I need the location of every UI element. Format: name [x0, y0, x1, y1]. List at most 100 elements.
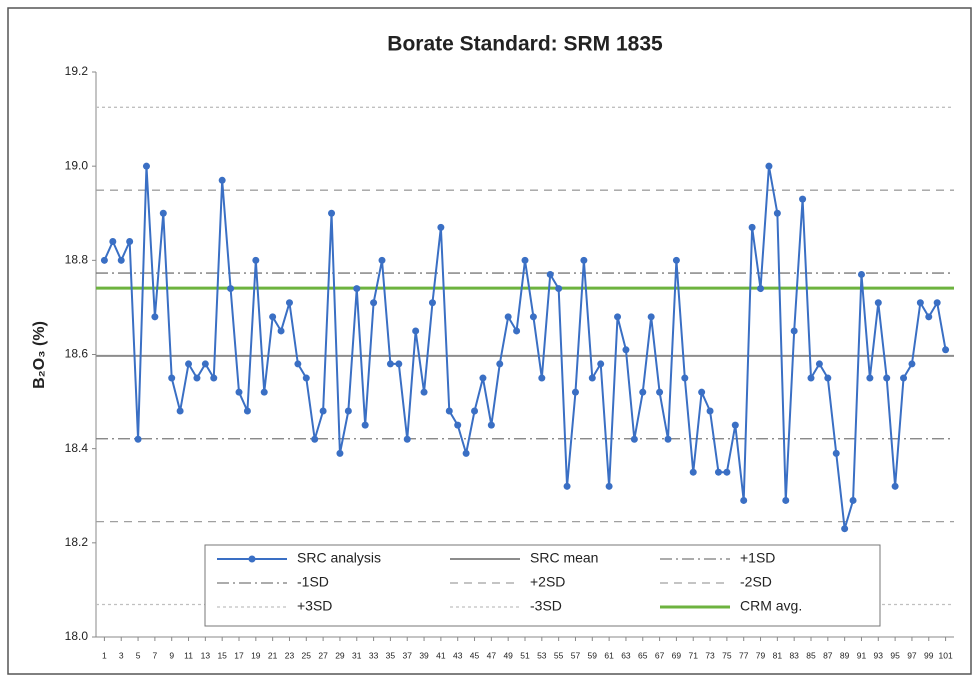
data-point	[252, 256, 260, 264]
x-tick-label: 5	[136, 650, 141, 660]
data-point	[832, 449, 840, 457]
x-tick-label: 77	[739, 650, 749, 660]
x-tick-label: 45	[470, 650, 480, 660]
data-point	[142, 162, 150, 170]
data-point	[294, 360, 302, 368]
data-point	[555, 285, 563, 293]
x-tick-label: 75	[722, 650, 732, 660]
x-tick-label: 7	[153, 650, 158, 660]
data-point	[698, 388, 706, 396]
x-tick-label: 97	[907, 650, 917, 660]
x-tick-label: 65	[638, 650, 648, 660]
data-point	[328, 209, 336, 217]
x-tick-label: 29	[335, 650, 345, 660]
x-tick-label: 61	[604, 650, 614, 660]
data-point	[740, 496, 748, 504]
x-tick-label: 55	[554, 650, 564, 660]
data-point	[815, 360, 823, 368]
data-point	[311, 435, 319, 443]
x-tick-label: 49	[503, 650, 513, 660]
data-point	[302, 374, 310, 382]
data-point	[235, 388, 243, 396]
x-tick-label: 57	[571, 650, 581, 660]
data-point	[563, 482, 571, 490]
legend-label: -3SD	[530, 598, 562, 614]
data-point	[874, 299, 882, 307]
data-point	[471, 407, 479, 415]
x-tick-label: 11	[184, 650, 193, 660]
data-point	[378, 256, 386, 264]
data-point	[420, 388, 428, 396]
data-point	[656, 388, 664, 396]
data-point	[109, 238, 117, 245]
data-point	[841, 525, 849, 533]
data-point	[723, 468, 731, 476]
x-tick-label: 79	[756, 650, 766, 660]
x-tick-label: 31	[352, 650, 362, 660]
data-point	[260, 388, 268, 396]
data-point	[134, 435, 142, 443]
data-point	[479, 374, 487, 382]
data-point	[908, 360, 916, 368]
data-point	[714, 468, 722, 476]
data-point	[614, 313, 622, 321]
data-point	[647, 313, 655, 321]
data-point	[117, 256, 125, 264]
legend-label: -2SD	[740, 574, 772, 590]
data-point	[336, 449, 344, 457]
data-point	[681, 374, 689, 382]
y-axis-title: B₂O₃ (%)	[31, 321, 48, 389]
data-point	[285, 299, 293, 307]
data-point	[639, 388, 647, 396]
data-point	[319, 407, 327, 415]
x-tick-label: 37	[403, 650, 413, 660]
data-point	[176, 407, 184, 415]
data-point	[933, 299, 941, 307]
legend-marker	[248, 555, 256, 563]
legend-label: +3SD	[297, 598, 332, 614]
x-tick-label: 95	[890, 650, 900, 660]
x-tick-label: 25	[302, 650, 312, 660]
x-tick-label: 89	[840, 650, 850, 660]
data-point	[201, 360, 209, 368]
data-point	[773, 209, 781, 217]
x-tick-label: 99	[924, 650, 934, 660]
data-point	[849, 496, 857, 504]
data-point	[521, 256, 529, 264]
x-tick-label: 39	[419, 650, 429, 660]
data-point	[857, 270, 865, 278]
data-point	[487, 421, 495, 429]
data-point	[782, 496, 790, 504]
legend-label: -1SD	[297, 574, 329, 590]
x-tick-label: 83	[789, 650, 799, 660]
data-point	[588, 374, 596, 382]
data-point	[748, 223, 756, 231]
data-point	[790, 327, 798, 335]
data-point	[942, 346, 950, 354]
x-tick-label: 93	[874, 650, 884, 660]
data-point	[412, 327, 420, 335]
data-point	[445, 407, 453, 415]
legend-label: SRC mean	[530, 550, 598, 566]
data-point	[807, 374, 815, 382]
x-tick-label: 41	[436, 650, 446, 660]
data-point	[504, 313, 512, 321]
data-point	[361, 421, 369, 429]
legend-label: SRC analysis	[297, 550, 381, 566]
data-point	[757, 285, 765, 293]
data-point	[218, 176, 226, 184]
x-tick-label: 63	[621, 650, 631, 660]
data-point	[597, 360, 605, 368]
x-tick-label: 33	[369, 650, 379, 660]
data-point	[403, 435, 411, 443]
data-point	[454, 421, 462, 429]
data-point	[824, 374, 832, 382]
data-point	[925, 313, 933, 321]
x-tick-label: 47	[487, 650, 497, 660]
data-point	[605, 482, 613, 490]
data-point	[689, 468, 697, 476]
legend-label: +1SD	[740, 550, 775, 566]
data-point	[151, 313, 159, 321]
x-tick-label: 27	[318, 650, 328, 660]
